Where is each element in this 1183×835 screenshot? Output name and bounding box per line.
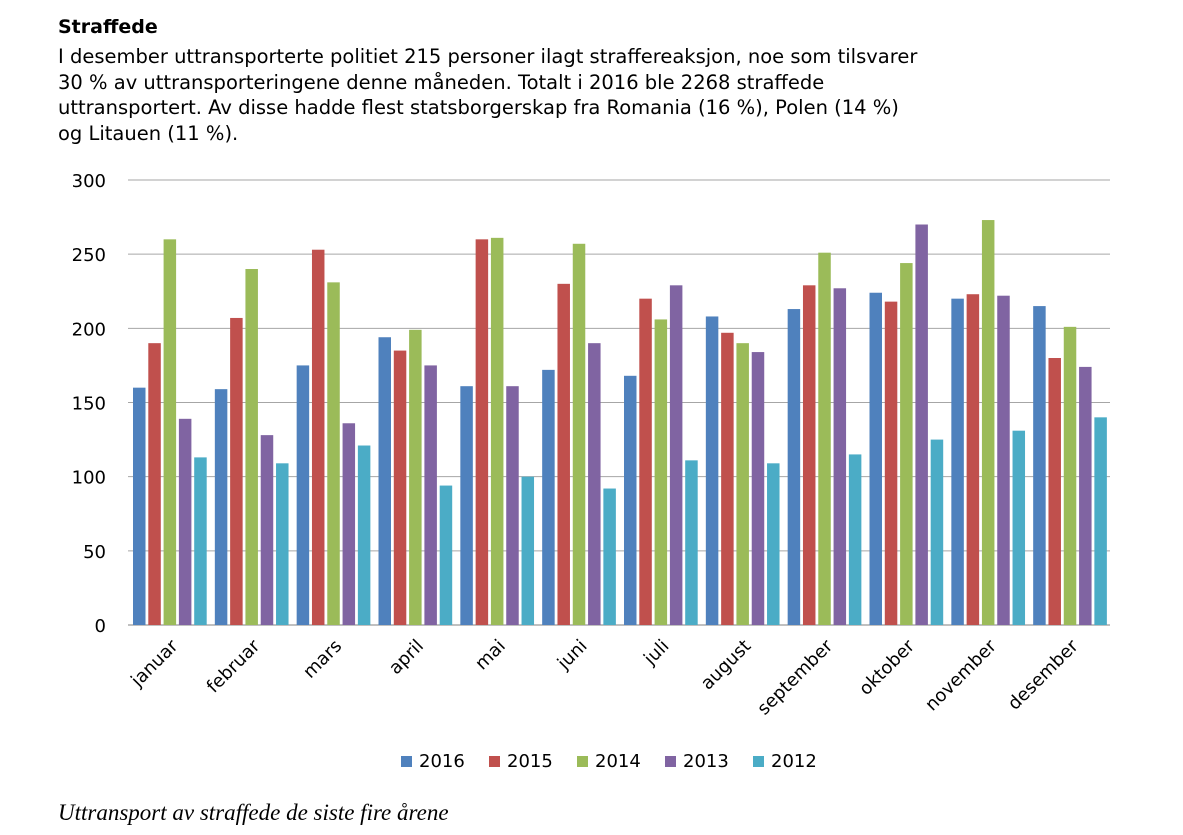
bar — [357, 445, 371, 625]
section-heading: Straffede — [58, 16, 158, 38]
bar — [260, 435, 274, 625]
bar — [439, 485, 453, 625]
bar — [736, 343, 749, 625]
legend-label: 2015 — [507, 751, 553, 772]
x-tick-label: februar — [203, 635, 265, 697]
bar — [900, 263, 913, 625]
x-tick-label: juli — [639, 636, 673, 670]
bar — [572, 243, 586, 625]
bar — [557, 283, 570, 625]
y-tick-label: 200 — [72, 319, 106, 340]
paragraph-line: I desember uttransporterte politiet 215 … — [58, 45, 918, 68]
bar — [378, 337, 391, 625]
bar — [588, 343, 601, 625]
bar — [311, 249, 325, 625]
description-paragraph: I desember uttransporterte politiet 215 … — [58, 44, 1158, 146]
y-tick-label: 150 — [72, 394, 106, 415]
y-tick-label: 100 — [72, 468, 106, 489]
bar — [178, 418, 192, 625]
y-tick-label: 0 — [95, 616, 106, 637]
bar — [966, 294, 980, 625]
x-tick-label: juni — [553, 636, 592, 675]
y-tick-label: 250 — [72, 245, 106, 266]
bar — [639, 298, 652, 625]
legend-swatch — [401, 756, 412, 767]
bar — [148, 343, 161, 625]
legend-swatch — [489, 756, 500, 767]
bar — [460, 386, 473, 625]
bar — [1063, 326, 1077, 625]
legend-swatch — [577, 756, 588, 767]
bar — [194, 457, 207, 625]
legend-label: 2013 — [683, 751, 729, 772]
x-tick-label: oktober — [855, 635, 919, 699]
bar — [393, 350, 407, 625]
bar — [751, 352, 765, 625]
bar — [163, 239, 177, 625]
bar — [848, 454, 862, 625]
bar — [884, 301, 898, 625]
bar-chart: 0 50 100 150 200 250 300 januar februar mars april… — [72, 171, 1110, 772]
bar — [833, 288, 847, 625]
bar — [915, 224, 928, 625]
x-tick-label: januar — [126, 635, 182, 691]
legend-label: 2014 — [595, 751, 641, 772]
bar — [230, 317, 243, 625]
y-tick-label: 300 — [72, 171, 106, 192]
bar — [342, 423, 356, 625]
bar — [542, 369, 555, 625]
bar — [624, 375, 637, 625]
bar — [506, 386, 519, 625]
bar — [721, 332, 734, 625]
x-tick-label: mars — [299, 636, 346, 683]
bar — [802, 285, 816, 625]
bar — [1012, 430, 1026, 625]
bar — [705, 316, 719, 625]
x-tick-label: august — [697, 636, 755, 694]
bar — [767, 463, 780, 625]
x-tick-label: november — [921, 635, 1001, 715]
legend-swatch — [665, 756, 676, 767]
y-tick-label: 50 — [83, 542, 106, 563]
bar — [1094, 417, 1107, 625]
bar — [669, 285, 683, 625]
bar — [685, 460, 698, 625]
legend-label: 2016 — [419, 751, 465, 772]
chart-caption: Uttransport av straffede de siste fire å… — [58, 800, 449, 825]
bar — [276, 463, 289, 625]
bar — [787, 309, 801, 625]
bar — [214, 389, 228, 625]
paragraph-line: 30 % av uttransporteringene denne månede… — [58, 70, 825, 94]
bar — [490, 237, 504, 625]
bar — [475, 239, 489, 625]
bar — [997, 295, 1010, 625]
bar — [930, 439, 944, 625]
bar — [1079, 366, 1092, 625]
bar — [133, 387, 146, 625]
legend-label: 2012 — [771, 751, 817, 772]
bar — [424, 365, 437, 625]
x-tick-label: april — [385, 636, 428, 679]
paragraph-line: uttransportert. Av disse hadde flest sta… — [58, 96, 899, 119]
bar — [981, 220, 995, 626]
bar — [869, 292, 882, 625]
bar — [296, 365, 310, 625]
bar — [521, 476, 535, 625]
paragraph-line: og Litauen (11 %). — [58, 121, 239, 145]
x-tick-label: desember — [1004, 635, 1083, 714]
bar — [818, 252, 831, 625]
bar — [327, 282, 340, 625]
legend-swatch — [753, 756, 764, 767]
bar — [245, 269, 258, 625]
bar — [654, 319, 668, 625]
bar — [1048, 358, 1061, 625]
bar — [409, 329, 422, 625]
bar — [1033, 306, 1046, 625]
x-tick-label: mai — [471, 636, 510, 675]
bar — [951, 298, 964, 625]
bar — [603, 488, 616, 625]
x-tick-label: september — [753, 635, 837, 719]
